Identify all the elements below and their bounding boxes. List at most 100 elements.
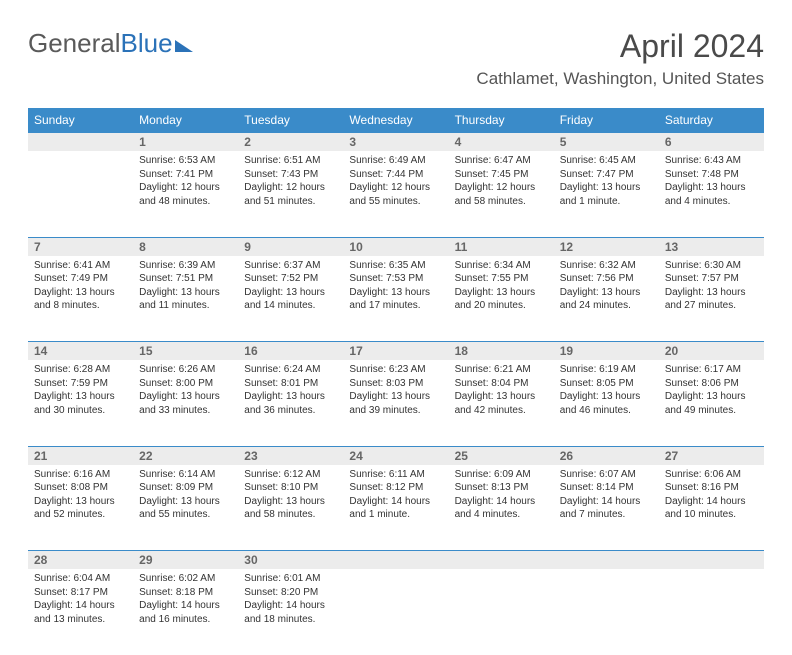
daylight-text: Daylight: 13 hours and 39 minutes. <box>349 390 442 417</box>
sunrise-text: Sunrise: 6:09 AM <box>455 468 548 482</box>
sunrise-text: Sunrise: 6:32 AM <box>560 259 653 273</box>
daylight-text: Daylight: 14 hours and 10 minutes. <box>665 495 758 522</box>
daylight-text: Daylight: 13 hours and 20 minutes. <box>455 286 548 313</box>
day-number: 25 <box>449 446 554 465</box>
sunset-text: Sunset: 7:52 PM <box>244 272 337 286</box>
daylight-text: Daylight: 12 hours and 51 minutes. <box>244 181 337 208</box>
day-cell: Sunrise: 6:04 AMSunset: 8:17 PMDaylight:… <box>28 569 133 655</box>
day-number: 19 <box>554 342 659 361</box>
weekday-header: Tuesday <box>238 108 343 133</box>
daylight-text: Daylight: 13 hours and 46 minutes. <box>560 390 653 417</box>
sunset-text: Sunset: 8:06 PM <box>665 377 758 391</box>
sunset-text: Sunset: 7:55 PM <box>455 272 548 286</box>
day-number: 2 <box>238 133 343 152</box>
day-cell: Sunrise: 6:32 AMSunset: 7:56 PMDaylight:… <box>554 256 659 342</box>
day-details-row: Sunrise: 6:41 AMSunset: 7:49 PM Daylight:… <box>28 256 764 342</box>
sunrise-text: Sunrise: 6:04 AM <box>34 572 127 586</box>
day-number: 7 <box>28 237 133 256</box>
day-number: 8 <box>133 237 238 256</box>
day-cell: Sunrise: 6:41 AMSunset: 7:49 PMDaylight:… <box>28 256 133 342</box>
day-number <box>449 551 554 570</box>
sunset-text: Sunset: 8:03 PM <box>349 377 442 391</box>
sunrise-text: Sunrise: 6:41 AM <box>34 259 127 273</box>
day-number <box>554 551 659 570</box>
day-cell: Sunrise: 6:17 AMSunset: 8:06 PMDaylight:… <box>659 360 764 446</box>
day-number-row: 14151617181920 <box>28 342 764 361</box>
daylight-text: Daylight: 13 hours and 52 minutes. <box>34 495 127 522</box>
sunrise-text: Sunrise: 6:16 AM <box>34 468 127 482</box>
sunset-text: Sunset: 8:20 PM <box>244 586 337 600</box>
sunrise-text: Sunrise: 6:17 AM <box>665 363 758 377</box>
sunset-text: Sunset: 7:49 PM <box>34 272 127 286</box>
daylight-text: Daylight: 13 hours and 42 minutes. <box>455 390 548 417</box>
daylight-text: Daylight: 13 hours and 49 minutes. <box>665 390 758 417</box>
daylight-text: Daylight: 13 hours and 4 minutes. <box>665 181 758 208</box>
sunset-text: Sunset: 8:05 PM <box>560 377 653 391</box>
day-cell: Sunrise: 6:34 AMSunset: 7:55 PMDaylight:… <box>449 256 554 342</box>
day-cell: Sunrise: 6:30 AMSunset: 7:57 PMDaylight:… <box>659 256 764 342</box>
day-cell: Sunrise: 6:12 AMSunset: 8:10 PMDaylight:… <box>238 465 343 551</box>
sunrise-text: Sunrise: 6:39 AM <box>139 259 232 273</box>
day-cell: Sunrise: 6:45 AMSunset: 7:47 PMDaylight:… <box>554 151 659 237</box>
sunrise-text: Sunrise: 6:06 AM <box>665 468 758 482</box>
day-cell: Sunrise: 6:53 AMSunset: 7:41 PMDaylight:… <box>133 151 238 237</box>
sunrise-text: Sunrise: 6:28 AM <box>34 363 127 377</box>
sunset-text: Sunset: 8:08 PM <box>34 481 127 495</box>
sunset-text: Sunset: 8:16 PM <box>665 481 758 495</box>
sunset-text: Sunset: 8:10 PM <box>244 481 337 495</box>
day-details-row: Sunrise: 6:16 AMSunset: 8:08 PMDaylight:… <box>28 465 764 551</box>
day-number-row: 21222324252627 <box>28 446 764 465</box>
sunrise-text: Sunrise: 6:34 AM <box>455 259 548 273</box>
daylight-text: Daylight: 13 hours and 36 minutes. <box>244 390 337 417</box>
day-number: 15 <box>133 342 238 361</box>
day-cell: Sunrise: 6:16 AMSunset: 8:08 PMDaylight:… <box>28 465 133 551</box>
day-cell <box>449 569 554 655</box>
day-number-row: 78910111213 <box>28 237 764 256</box>
day-cell: Sunrise: 6:37 AMSunset: 7:52 PMDaylight:… <box>238 256 343 342</box>
sunrise-text: Sunrise: 6:43 AM <box>665 154 758 168</box>
day-cell: Sunrise: 6:11 AMSunset: 8:12 PMDaylight:… <box>343 465 448 551</box>
day-number: 6 <box>659 133 764 152</box>
title-block: April 2024 Cathlamet, Washington, United… <box>476 28 764 89</box>
day-cell: Sunrise: 6:07 AMSunset: 8:14 PMDaylight:… <box>554 465 659 551</box>
day-cell: Sunrise: 6:14 AMSunset: 8:09 PMDaylight:… <box>133 465 238 551</box>
day-number: 22 <box>133 446 238 465</box>
day-number: 26 <box>554 446 659 465</box>
day-number <box>659 551 764 570</box>
sunrise-text: Sunrise: 6:49 AM <box>349 154 442 168</box>
daylight-text: Daylight: 13 hours and 14 minutes. <box>244 286 337 313</box>
daylight-text: Daylight: 12 hours and 48 minutes. <box>139 181 232 208</box>
weekday-header: Wednesday <box>343 108 448 133</box>
sunset-text: Sunset: 7:44 PM <box>349 168 442 182</box>
day-details-row: Sunrise: 6:28 AMSunset: 7:59 PMDaylight:… <box>28 360 764 446</box>
day-number: 13 <box>659 237 764 256</box>
sunrise-text: Sunrise: 6:37 AM <box>244 259 337 273</box>
day-number-row: 282930 <box>28 551 764 570</box>
sunrise-text: Sunrise: 6:24 AM <box>244 363 337 377</box>
daylight-text: Daylight: 14 hours and 18 minutes. <box>244 599 337 626</box>
page-title: April 2024 <box>476 28 764 65</box>
day-cell: Sunrise: 6:51 AMSunset: 7:43 PMDaylight:… <box>238 151 343 237</box>
daylight-text: Daylight: 12 hours and 55 minutes. <box>349 181 442 208</box>
sunrise-text: Sunrise: 6:23 AM <box>349 363 442 377</box>
sunrise-text: Sunrise: 6:14 AM <box>139 468 232 482</box>
daylight-text: Daylight: 13 hours and 33 minutes. <box>139 390 232 417</box>
logo-sail-icon <box>175 40 193 52</box>
sunrise-text: Sunrise: 6:21 AM <box>455 363 548 377</box>
daylight-text: Daylight: 14 hours and 7 minutes. <box>560 495 653 522</box>
daylight-text: Daylight: 13 hours and 1 minute. <box>560 181 653 208</box>
sunset-text: Sunset: 8:17 PM <box>34 586 127 600</box>
day-cell: Sunrise: 6:02 AMSunset: 8:18 PMDaylight:… <box>133 569 238 655</box>
day-cell <box>28 151 133 237</box>
day-number: 29 <box>133 551 238 570</box>
day-cell: Sunrise: 6:26 AMSunset: 8:00 PMDaylight:… <box>133 360 238 446</box>
weekday-header: Thursday <box>449 108 554 133</box>
sunrise-text: Sunrise: 6:02 AM <box>139 572 232 586</box>
sunset-text: Sunset: 8:04 PM <box>455 377 548 391</box>
sunrise-text: Sunrise: 6:47 AM <box>455 154 548 168</box>
day-number: 9 <box>238 237 343 256</box>
day-number: 17 <box>343 342 448 361</box>
logo: GeneralBlue <box>28 28 193 59</box>
weekday-header: Monday <box>133 108 238 133</box>
sunset-text: Sunset: 7:41 PM <box>139 168 232 182</box>
